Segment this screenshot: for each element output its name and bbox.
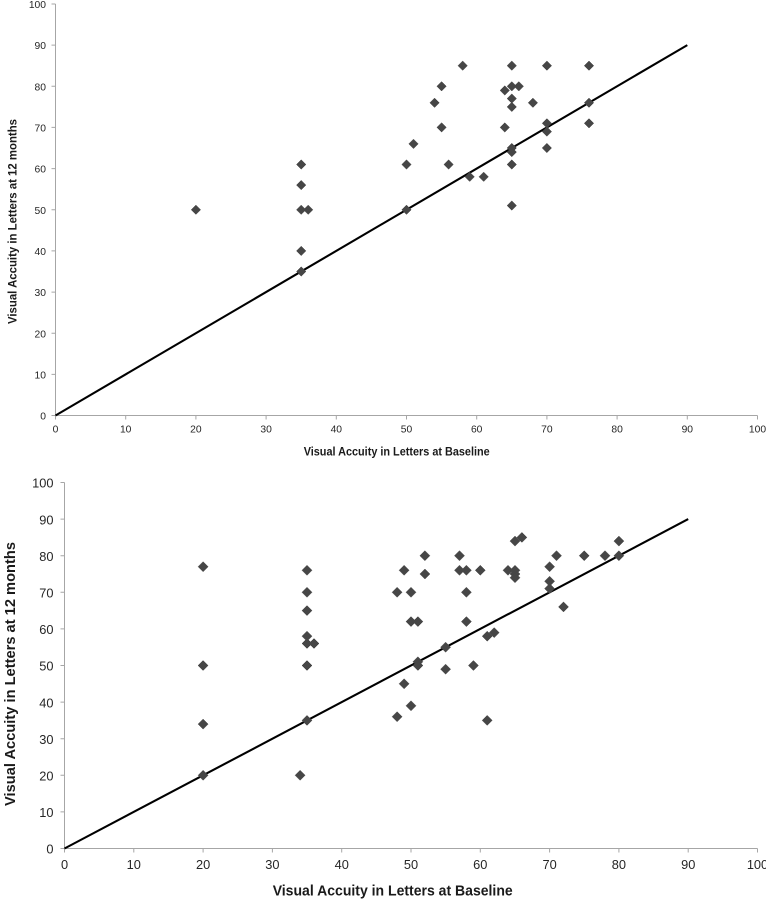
svg-text:90: 90 bbox=[39, 512, 53, 527]
svg-text:90: 90 bbox=[35, 41, 47, 52]
svg-text:20: 20 bbox=[196, 857, 210, 872]
svg-text:70: 70 bbox=[35, 124, 47, 135]
svg-text:10: 10 bbox=[127, 857, 141, 872]
svg-text:30: 30 bbox=[35, 288, 47, 299]
svg-text:40: 40 bbox=[35, 247, 47, 258]
svg-text:90: 90 bbox=[682, 424, 694, 435]
svg-text:0: 0 bbox=[46, 842, 53, 857]
svg-text:60: 60 bbox=[35, 165, 47, 176]
svg-text:100: 100 bbox=[749, 424, 766, 435]
svg-text:50: 50 bbox=[39, 659, 53, 674]
svg-text:50: 50 bbox=[35, 206, 47, 217]
svg-text:50: 50 bbox=[401, 424, 413, 435]
svg-text:40: 40 bbox=[331, 424, 343, 435]
svg-text:100: 100 bbox=[29, 0, 46, 11]
svg-text:80: 80 bbox=[35, 82, 47, 93]
svg-text:20: 20 bbox=[190, 424, 202, 435]
svg-text:30: 30 bbox=[265, 857, 279, 872]
svg-text:60: 60 bbox=[39, 622, 53, 637]
svg-text:90: 90 bbox=[681, 857, 695, 872]
svg-text:Visual Accuity in Letters at B: Visual Accuity in Letters at Baseline bbox=[273, 882, 513, 899]
svg-text:60: 60 bbox=[471, 424, 483, 435]
svg-text:60: 60 bbox=[473, 857, 487, 872]
svg-text:100: 100 bbox=[747, 857, 766, 872]
svg-text:20: 20 bbox=[39, 769, 53, 784]
svg-text:30: 30 bbox=[260, 424, 272, 435]
svg-text:10: 10 bbox=[39, 805, 53, 820]
svg-text:10: 10 bbox=[120, 424, 132, 435]
svg-text:Visual Accuity in Letters at B: Visual Accuity in Letters at Baseline bbox=[304, 446, 490, 459]
svg-text:70: 70 bbox=[541, 424, 553, 435]
svg-text:Visual Accuity in Letters at 1: Visual Accuity in Letters at 12 months bbox=[2, 542, 19, 806]
svg-text:40: 40 bbox=[335, 857, 349, 872]
svg-text:Visual Accuity in Letters at 1: Visual Accuity in Letters at 12 months bbox=[7, 119, 20, 324]
svg-text:70: 70 bbox=[39, 586, 53, 601]
svg-text:20: 20 bbox=[35, 329, 47, 340]
svg-text:80: 80 bbox=[612, 857, 626, 872]
svg-text:0: 0 bbox=[53, 424, 59, 435]
svg-text:50: 50 bbox=[404, 857, 418, 872]
svg-text:80: 80 bbox=[611, 424, 623, 435]
svg-text:10: 10 bbox=[35, 371, 47, 382]
svg-text:70: 70 bbox=[542, 857, 556, 872]
svg-text:100: 100 bbox=[32, 476, 53, 491]
svg-text:40: 40 bbox=[39, 695, 53, 710]
svg-text:80: 80 bbox=[39, 549, 53, 564]
svg-text:30: 30 bbox=[39, 732, 53, 747]
svg-text:0: 0 bbox=[61, 857, 68, 872]
svg-text:0: 0 bbox=[40, 412, 46, 423]
